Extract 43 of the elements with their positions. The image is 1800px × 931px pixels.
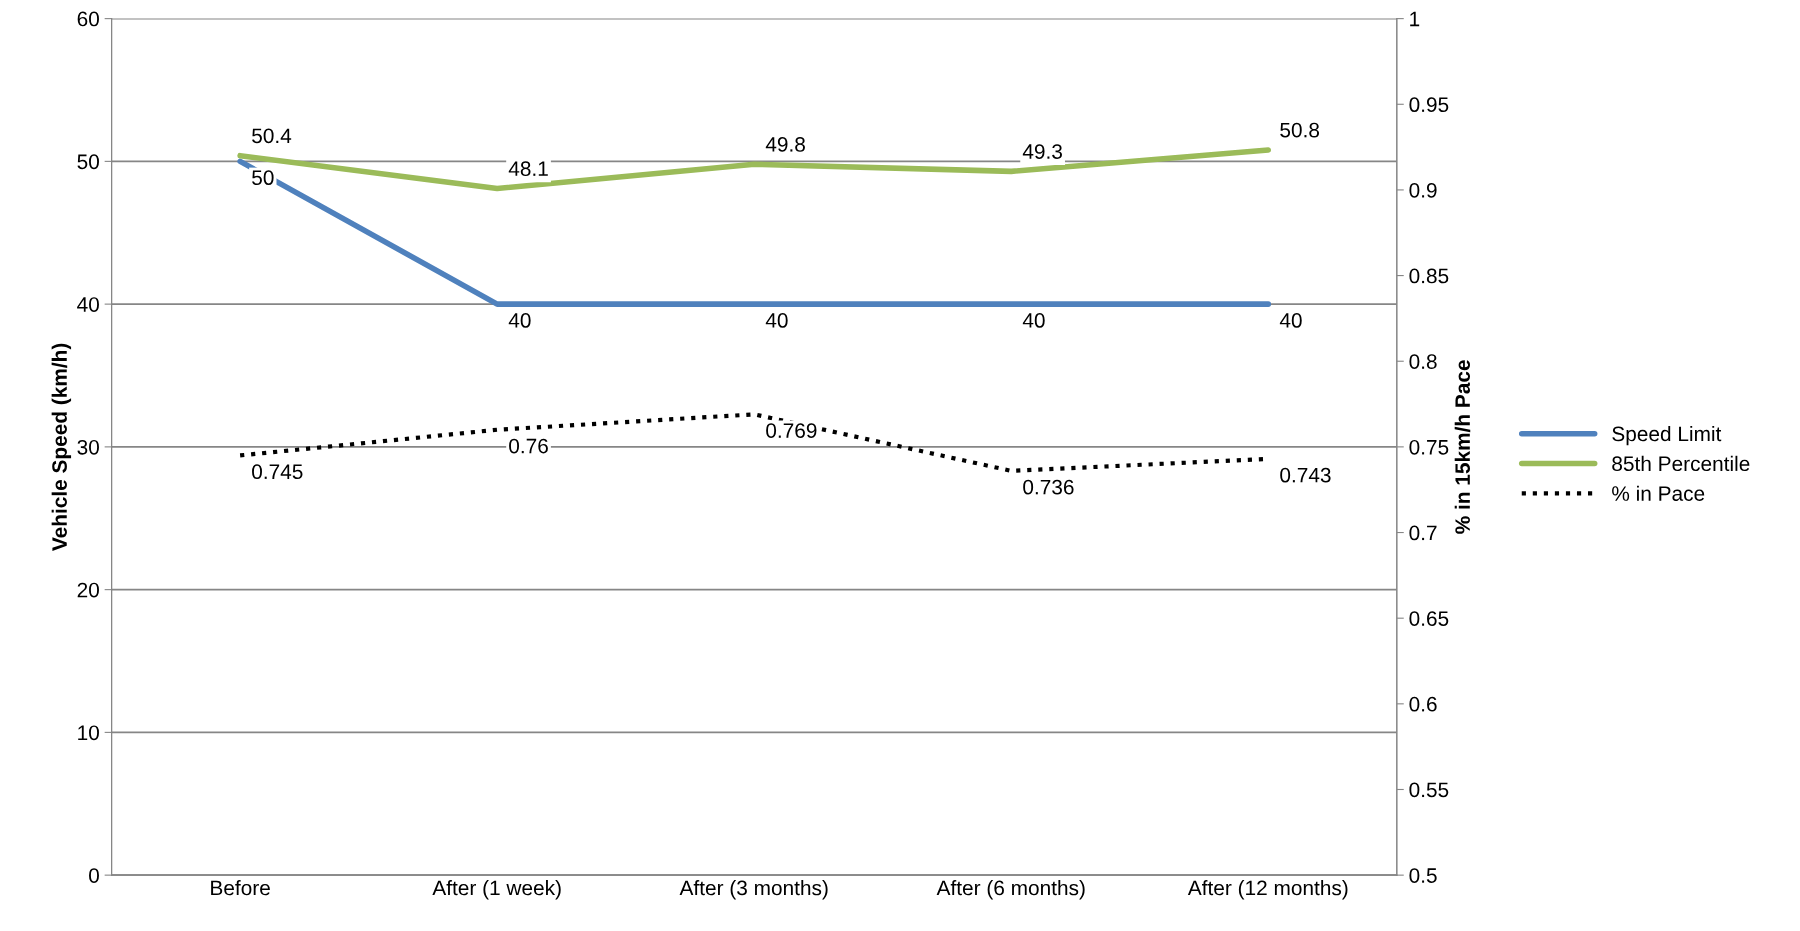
x-tick-label: After (6 months) (936, 880, 1085, 900)
y-axis-title: Vehicle Speed (km/h) (51, 343, 72, 551)
data-label: 50.4 (252, 128, 292, 144)
data-label: 40 (765, 313, 788, 328)
data-label: 0.769 (766, 423, 817, 438)
legend-label: % in Pace (1612, 485, 1705, 501)
y-tick-label: 40 (77, 297, 99, 312)
data-label: 49.8 (765, 137, 805, 152)
y2-tick-label: 0.55 (1409, 782, 1449, 798)
x-tick-label: After (12 months) (1187, 880, 1348, 900)
data-label: 0.743 (1280, 467, 1331, 483)
x-tick-label: Before (211, 880, 270, 896)
y2-tick-label: 1 (1410, 11, 1420, 27)
data-label: 0.76 (509, 438, 548, 454)
y-tick-label: 50 (77, 154, 99, 170)
y-tick-label: 30 (77, 439, 99, 455)
y2-tick-label: 0.75 (1409, 439, 1449, 455)
data-label: 49.3 (1022, 144, 1062, 159)
y-tick-label: 0 (89, 868, 99, 883)
y2-tick-label: 0.8 (1409, 354, 1437, 369)
data-label: 40 (508, 313, 531, 328)
legend-label: Speed Limit (1612, 425, 1722, 446)
data-label: 50 (252, 170, 274, 186)
data-label: 48.1 (508, 161, 548, 177)
data-label: 0.745 (252, 464, 303, 480)
y2-tick-label: 0.6 (1409, 696, 1437, 712)
data-label: 0.736 (1023, 479, 1074, 495)
y-tick-label: 10 (78, 725, 99, 741)
y2-tick-label: 0.5 (1409, 868, 1437, 883)
data-label: 40 (1279, 313, 1302, 328)
legend-label: 85th Percentile (1612, 455, 1750, 472)
y-tick-label: 20 (77, 582, 99, 598)
y2-tick-label: 0.9 (1409, 182, 1437, 198)
data-label: 50.8 (1280, 122, 1320, 138)
y-tick-label: 60 (77, 11, 99, 27)
y2-tick-label: 0.7 (1409, 525, 1437, 541)
y2-tick-label: 0.65 (1409, 611, 1449, 626)
y2-tick-label: 0.85 (1409, 268, 1449, 284)
data-label: 40 (1022, 313, 1045, 328)
y2-tick-label: 0.95 (1409, 97, 1449, 113)
x-tick-label: After (1 week) (432, 880, 561, 900)
x-tick-label: After (3 months) (679, 880, 828, 900)
y2-axis-title: % in 15km/h Pace (1454, 360, 1471, 534)
